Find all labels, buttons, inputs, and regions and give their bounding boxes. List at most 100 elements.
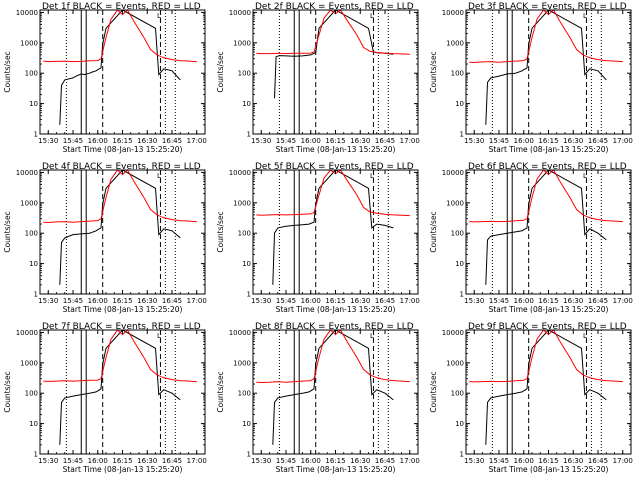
y-tick-label: 1: [34, 131, 38, 139]
legend-corner-label: L: [583, 172, 587, 180]
x-tick-label: 15:45: [489, 297, 509, 305]
x-tick-label: 15:30: [38, 457, 58, 465]
x-tick-label: 16:45: [375, 137, 395, 145]
x-tick-label: 16:30: [563, 457, 583, 465]
x-tick-label: 16:15: [112, 297, 132, 305]
y-tick-label: 10: [242, 420, 251, 428]
y-tick-label: 1000: [20, 199, 38, 207]
x-axis-label: Start Time (08-Jan-13 15:25:20): [63, 465, 183, 474]
y-tick-label: 100: [238, 70, 251, 78]
legend-corner-label: L: [583, 332, 587, 340]
y-axis-label: Counts/sec: [3, 51, 12, 92]
x-tick-label: 16:45: [588, 457, 608, 465]
y-tick-label: 100: [451, 70, 464, 78]
legend-corner-label: L: [370, 172, 374, 180]
x-tick-label: 15:30: [464, 137, 484, 145]
y-tick-label: 1000: [20, 39, 38, 47]
x-tick-label: 16:00: [514, 457, 534, 465]
plot-frame: [465, 329, 632, 455]
x-tick-label: 16:15: [538, 297, 558, 305]
y-tick-label: 1: [34, 451, 38, 459]
x-tick-label: 16:45: [162, 457, 182, 465]
x-axis-label: Start Time (08-Jan-13 15:25:20): [63, 305, 183, 314]
legend-corner-label: L: [583, 12, 587, 20]
y-tick-label: 100: [25, 70, 38, 78]
y-tick-label: 1000: [20, 359, 38, 367]
legend-corner-label: L: [157, 12, 161, 20]
series-lld-line: [469, 170, 623, 223]
x-tick-label: 16:00: [88, 457, 108, 465]
y-tick-label: 1: [460, 291, 464, 299]
y-tick-label: 1: [34, 291, 38, 299]
x-tick-label: 15:45: [276, 297, 296, 305]
x-tick-label: 16:15: [325, 137, 345, 145]
x-tick-label: 16:30: [563, 137, 583, 145]
x-tick-label: 16:00: [88, 137, 108, 145]
x-tick-label: 17:00: [400, 457, 420, 465]
y-tick-label: 10000: [16, 169, 38, 177]
y-tick-label: 1000: [446, 359, 464, 367]
x-axis-label: Start Time (08-Jan-13 15:25:20): [489, 465, 609, 474]
x-tick-label: 15:45: [63, 457, 83, 465]
chart-title: Det 3f BLACK = Events, RED = LLD: [468, 2, 627, 12]
x-tick-label: 16:30: [350, 137, 370, 145]
plot-frame: [252, 329, 419, 455]
x-tick-label: 17:00: [613, 297, 633, 305]
x-axis-label: Start Time (08-Jan-13 15:25:20): [276, 145, 396, 154]
x-tick-label: 15:30: [464, 297, 484, 305]
series-events-line: [485, 330, 607, 445]
x-tick-label: 16:00: [88, 297, 108, 305]
chart-title: Det 5f BLACK = Events, RED = LLD: [255, 162, 414, 172]
x-tick-label: 16:30: [350, 297, 370, 305]
y-tick-label: 10: [29, 260, 38, 268]
x-tick-label: 15:30: [251, 297, 271, 305]
plot-frame: [465, 169, 632, 295]
y-axis-label: Counts/sec: [216, 371, 225, 412]
x-axis-label: Start Time (08-Jan-13 15:25:20): [276, 305, 396, 314]
x-tick-label: 16:30: [137, 297, 157, 305]
plot-frame: [465, 9, 632, 135]
legend-corner-label: L: [370, 332, 374, 340]
x-tick-label: 16:45: [375, 297, 395, 305]
x-tick-label: 17:00: [613, 457, 633, 465]
chart-title: Det 8f BLACK = Events, RED = LLD: [255, 322, 414, 332]
y-tick-label: 100: [451, 390, 464, 398]
x-axis-label: Start Time (08-Jan-13 15:25:20): [489, 305, 609, 314]
x-tick-label: 15:30: [38, 297, 58, 305]
x-tick-label: 16:45: [375, 457, 395, 465]
series-events-line: [59, 330, 181, 445]
y-tick-label: 1: [247, 291, 251, 299]
y-tick-label: 100: [238, 390, 251, 398]
plot-frame: [39, 9, 206, 135]
x-tick-label: 15:45: [489, 457, 509, 465]
series-events-line: [272, 170, 394, 285]
y-tick-label: 1000: [233, 359, 251, 367]
series-lld-line: [43, 170, 197, 224]
legend-corner-label: L: [157, 172, 161, 180]
x-tick-label: 16:15: [325, 457, 345, 465]
x-tick-label: 16:30: [137, 137, 157, 145]
x-tick-label: 16:15: [112, 457, 132, 465]
series-events-line: [272, 330, 394, 445]
chart-title: Det 7f BLACK = Events, RED = LLD: [42, 322, 201, 332]
x-tick-label: 15:30: [251, 457, 271, 465]
x-tick-label: 17:00: [187, 457, 207, 465]
x-tick-label: 15:30: [464, 457, 484, 465]
series-lld-line: [469, 10, 623, 64]
x-tick-label: 16:45: [162, 137, 182, 145]
chart-title: Det 4f BLACK = Events, RED = LLD: [42, 162, 201, 172]
x-tick-label: 15:30: [251, 137, 271, 145]
x-tick-label: 17:00: [400, 297, 420, 305]
series-lld-line: [469, 330, 623, 383]
x-tick-label: 17:00: [187, 137, 207, 145]
chart-title: Det 6f BLACK = Events, RED = LLD: [468, 162, 627, 172]
y-tick-label: 10: [29, 420, 38, 428]
x-tick-label: 15:45: [489, 137, 509, 145]
x-tick-label: 15:45: [63, 137, 83, 145]
x-axis-label: Start Time (08-Jan-13 15:25:20): [276, 465, 396, 474]
legend-corner-label: L: [370, 12, 374, 20]
x-tick-label: 16:00: [301, 457, 321, 465]
